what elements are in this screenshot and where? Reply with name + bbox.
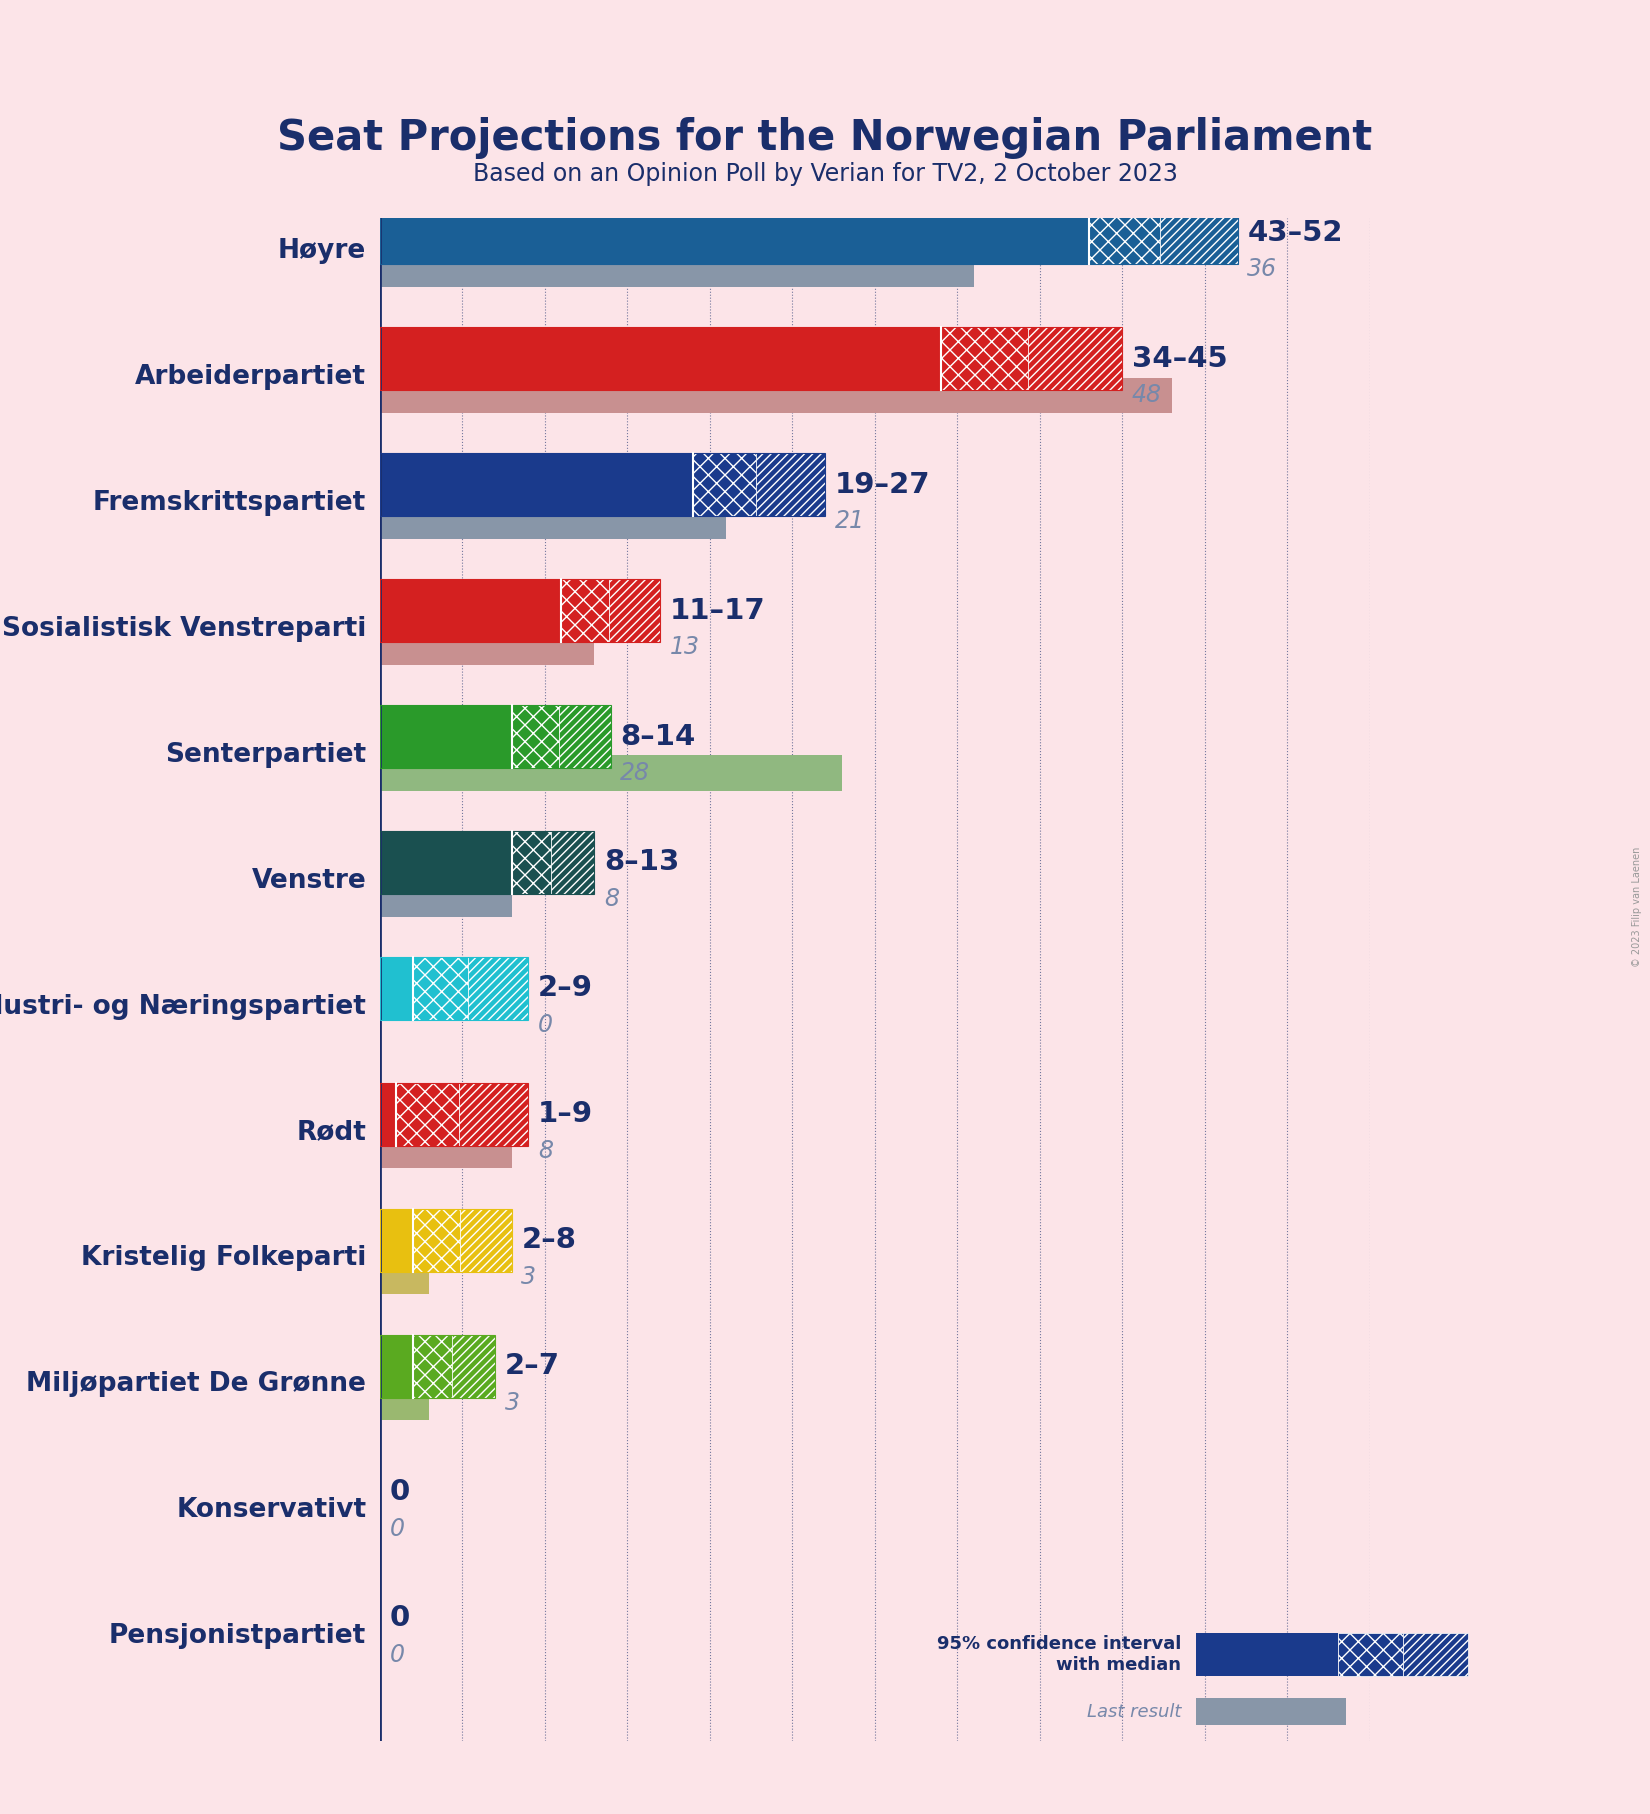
Text: Based on an Opinion Poll by Verian for TV2, 2 October 2023: Based on an Opinion Poll by Verian for T… — [472, 161, 1178, 187]
Bar — [380, 831, 594, 894]
Text: 8–13: 8–13 — [604, 849, 680, 876]
Text: 3: 3 — [521, 1264, 536, 1288]
Bar — [380, 706, 610, 767]
Bar — [380, 882, 512, 916]
Text: Pensjonistpartiet: Pensjonistpartiet — [109, 1624, 366, 1649]
Bar — [380, 1083, 396, 1146]
Text: Rødt: Rødt — [297, 1119, 366, 1146]
Text: 13: 13 — [670, 635, 700, 658]
Bar — [469, 958, 528, 1019]
Bar — [380, 755, 842, 791]
Text: 48: 48 — [1132, 383, 1162, 406]
Text: 21: 21 — [835, 510, 865, 533]
Text: 0: 0 — [389, 1642, 404, 1667]
Text: 8–14: 8–14 — [620, 722, 696, 751]
Text: Seat Projections for the Norwegian Parliament: Seat Projections for the Norwegian Parli… — [277, 116, 1373, 160]
Text: 8: 8 — [604, 887, 619, 911]
Bar — [609, 579, 660, 642]
Text: 3: 3 — [505, 1391, 520, 1415]
Bar — [380, 1335, 495, 1397]
Bar — [1028, 327, 1122, 390]
Bar — [1338, 1633, 1402, 1676]
Text: 2–8: 2–8 — [521, 1226, 576, 1253]
Text: 2–9: 2–9 — [538, 974, 592, 1003]
Text: 19–27: 19–27 — [835, 470, 931, 499]
Bar — [380, 454, 825, 517]
Text: Sosialistisk Venstreparti: Sosialistisk Venstreparti — [2, 615, 366, 642]
Bar — [380, 1208, 412, 1272]
Bar — [380, 1083, 528, 1146]
Text: Venstre: Venstre — [251, 867, 366, 894]
Text: 0: 0 — [389, 1478, 409, 1506]
Bar — [380, 1386, 429, 1420]
Bar — [380, 958, 412, 1019]
Bar — [380, 327, 940, 390]
Bar — [380, 327, 1122, 390]
Bar — [380, 1134, 512, 1168]
Bar — [380, 958, 528, 1019]
Text: © 2023 Filip van Laenen: © 2023 Filip van Laenen — [1632, 847, 1642, 967]
Bar — [380, 1259, 429, 1295]
Text: Konservativt: Konservativt — [177, 1497, 366, 1524]
Text: 34–45: 34–45 — [1132, 345, 1228, 372]
Bar — [756, 454, 825, 517]
Text: Kristelig Folkeparti: Kristelig Folkeparti — [81, 1246, 366, 1272]
Bar — [380, 252, 974, 287]
Bar — [551, 831, 594, 894]
Bar — [1089, 201, 1160, 265]
Bar — [452, 1335, 495, 1397]
Bar — [380, 706, 512, 767]
Text: 11–17: 11–17 — [670, 597, 766, 624]
Bar — [940, 327, 1028, 390]
Bar — [559, 706, 610, 767]
Bar — [460, 1208, 512, 1272]
Bar — [693, 454, 756, 517]
Text: 1–9: 1–9 — [538, 1101, 592, 1128]
Bar — [512, 706, 559, 767]
Text: Last result: Last result — [1087, 1703, 1181, 1721]
Bar — [380, 579, 561, 642]
Text: 0: 0 — [389, 1517, 404, 1540]
Text: Fremskrittspartiet: Fremskrittspartiet — [92, 490, 366, 515]
Bar — [380, 579, 660, 642]
Bar — [1402, 1633, 1468, 1676]
Bar — [1196, 1633, 1338, 1676]
Text: Industri- og Næringspartiet: Industri- og Næringspartiet — [0, 994, 366, 1019]
Bar — [1160, 201, 1238, 265]
Bar — [380, 629, 594, 664]
Bar — [412, 958, 469, 1019]
Bar — [512, 831, 551, 894]
Text: 2–7: 2–7 — [505, 1351, 559, 1380]
Bar — [412, 1208, 460, 1272]
Bar — [380, 454, 693, 517]
Bar — [459, 1083, 528, 1146]
Bar — [1196, 1698, 1346, 1725]
Bar — [380, 377, 1172, 414]
Bar — [412, 1335, 452, 1397]
Text: 43–52: 43–52 — [1247, 219, 1343, 247]
Text: Arbeiderpartiet: Arbeiderpartiet — [135, 365, 366, 390]
Bar — [380, 831, 512, 894]
Text: 95% confidence interval
with median: 95% confidence interval with median — [937, 1634, 1181, 1674]
Bar — [396, 1083, 459, 1146]
Text: 8: 8 — [538, 1139, 553, 1163]
Bar — [380, 201, 1089, 265]
Bar — [380, 1208, 512, 1272]
Text: Senterpartiet: Senterpartiet — [165, 742, 366, 767]
Bar — [380, 1335, 412, 1397]
Text: 0: 0 — [389, 1604, 409, 1633]
Text: Miljøpartiet De Grønne: Miljøpartiet De Grønne — [26, 1371, 366, 1397]
Text: 36: 36 — [1247, 258, 1277, 281]
Bar — [380, 504, 726, 539]
Text: Høyre: Høyre — [279, 238, 366, 265]
Bar — [380, 201, 1238, 265]
Bar — [561, 579, 609, 642]
Text: 0: 0 — [538, 1012, 553, 1038]
Text: 28: 28 — [620, 762, 650, 785]
